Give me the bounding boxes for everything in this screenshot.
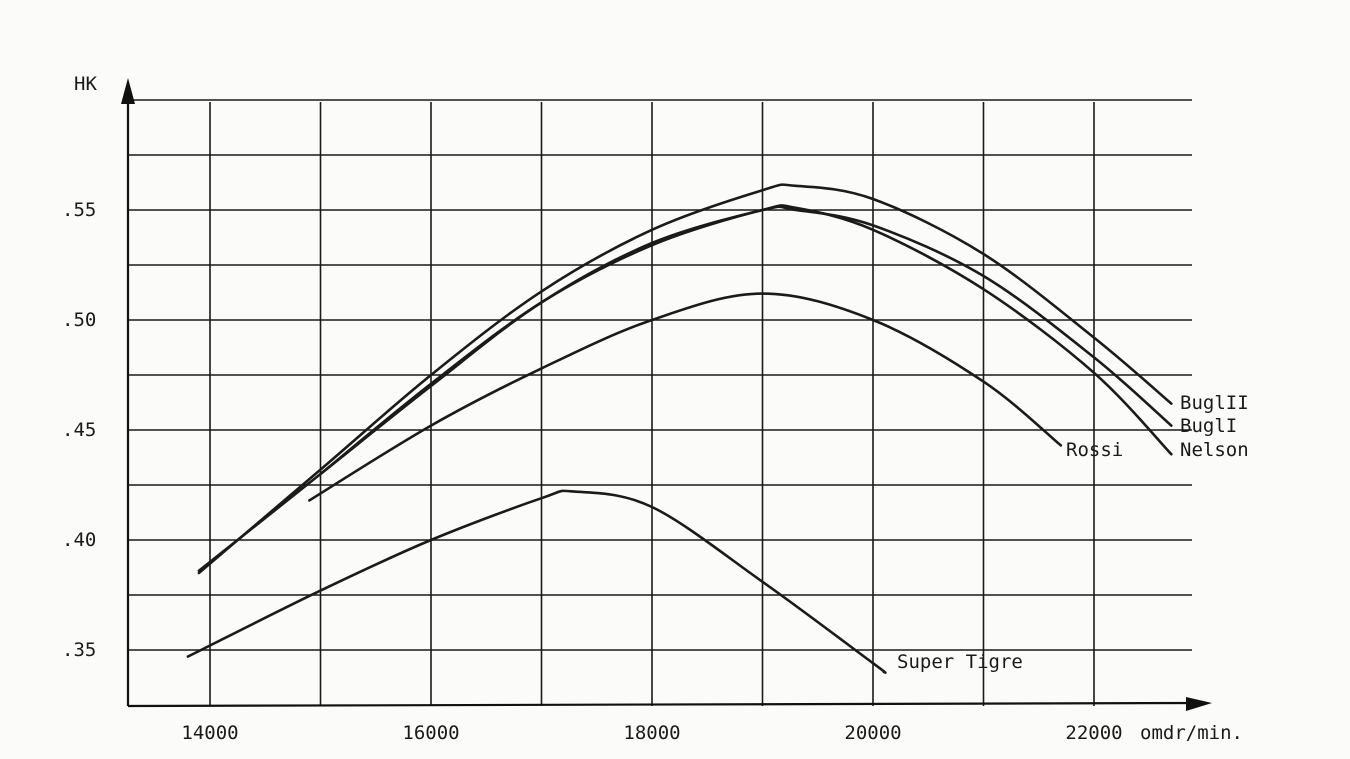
x-axis-arrow-icon — [1186, 697, 1212, 711]
x-axis — [127, 697, 1212, 711]
x-tick-labels: 14000 16000 18000 20000 22000 — [181, 722, 1122, 744]
y-axis-label: HK — [74, 73, 97, 95]
series-line-bugli — [319, 205, 1173, 476]
x-tick-label: 20000 — [844, 722, 901, 744]
x-tick-label: 14000 — [181, 722, 238, 744]
y-tick-label: .40 — [62, 529, 96, 551]
x-axis-line — [127, 701, 1201, 708]
y-tick-label: .45 — [62, 419, 96, 441]
series-label-bugli: BuglI — [1180, 415, 1237, 437]
series-line-super-tigre — [186, 489, 887, 674]
y-tick-label: .35 — [62, 639, 96, 661]
x-axis-label: omdr/min. — [1140, 722, 1243, 744]
x-tick-label: 22000 — [1065, 722, 1122, 744]
series-label-rossi: Rossi — [1066, 439, 1123, 461]
series-line-buglii — [197, 183, 1173, 575]
x-tick-label: 18000 — [623, 722, 680, 744]
series-label-nelson: Nelson — [1180, 439, 1249, 461]
horizontal-grid-lines — [128, 99, 1192, 651]
series-label-super-tigre: Super Tigre — [897, 651, 1023, 673]
y-axis — [121, 78, 135, 706]
series-line-nelson — [197, 204, 1173, 573]
y-tick-labels: .35 .40 .45 .50 .55 — [62, 199, 96, 661]
series-line-rossi — [308, 292, 1063, 502]
x-tick-label: 16000 — [402, 722, 459, 744]
series-lines — [186, 183, 1173, 674]
series-label-buglii: BuglII — [1180, 392, 1249, 414]
y-axis-arrow-icon — [121, 78, 135, 104]
y-tick-label: .50 — [62, 309, 96, 331]
y-tick-label: .55 — [62, 199, 96, 221]
vertical-grid-lines — [209, 102, 1095, 706]
